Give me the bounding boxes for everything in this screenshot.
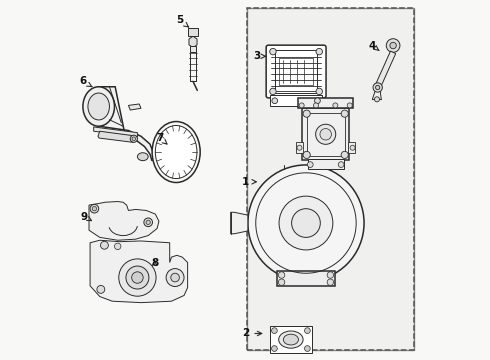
Bar — [247, 8, 414, 350]
Circle shape — [303, 110, 310, 117]
Circle shape — [341, 110, 348, 117]
Bar — [188, 28, 198, 36]
Circle shape — [299, 103, 304, 108]
Circle shape — [171, 273, 179, 282]
Circle shape — [320, 129, 331, 140]
Circle shape — [386, 39, 400, 52]
Circle shape — [327, 279, 334, 285]
Polygon shape — [128, 104, 141, 110]
Ellipse shape — [137, 153, 148, 161]
Bar — [270, 326, 312, 353]
Circle shape — [304, 346, 310, 351]
Text: 5: 5 — [176, 15, 189, 27]
Circle shape — [347, 103, 352, 108]
FancyBboxPatch shape — [266, 45, 326, 98]
Circle shape — [130, 135, 137, 142]
Circle shape — [90, 204, 98, 213]
Ellipse shape — [152, 122, 200, 183]
Bar — [247, 8, 414, 350]
Text: 7: 7 — [156, 133, 167, 144]
Circle shape — [338, 162, 344, 167]
Circle shape — [270, 48, 276, 55]
Circle shape — [278, 279, 285, 285]
Polygon shape — [98, 87, 155, 160]
Circle shape — [100, 241, 108, 249]
Circle shape — [316, 124, 336, 144]
Polygon shape — [375, 51, 396, 88]
Circle shape — [375, 85, 380, 90]
Circle shape — [316, 88, 322, 95]
Circle shape — [248, 165, 364, 281]
Bar — [308, 159, 343, 169]
Circle shape — [144, 218, 152, 226]
Circle shape — [146, 220, 150, 225]
Circle shape — [272, 98, 278, 104]
Circle shape — [271, 346, 277, 351]
Ellipse shape — [88, 93, 109, 120]
Circle shape — [270, 88, 276, 95]
Bar — [275, 50, 318, 93]
Circle shape — [316, 48, 322, 55]
Ellipse shape — [83, 87, 115, 126]
Circle shape — [315, 98, 320, 104]
Circle shape — [303, 151, 310, 158]
Circle shape — [97, 285, 105, 293]
Polygon shape — [231, 212, 248, 234]
Bar — [298, 98, 353, 108]
Circle shape — [126, 266, 149, 289]
Ellipse shape — [155, 126, 197, 179]
Circle shape — [279, 196, 333, 250]
Circle shape — [278, 272, 285, 278]
Text: 2: 2 — [242, 328, 262, 338]
Bar — [302, 108, 349, 160]
Circle shape — [271, 328, 277, 333]
Circle shape — [333, 103, 338, 108]
Circle shape — [314, 103, 318, 108]
Circle shape — [373, 83, 382, 92]
Polygon shape — [90, 240, 188, 303]
Circle shape — [390, 42, 396, 49]
Circle shape — [304, 328, 310, 333]
Text: 9: 9 — [81, 212, 92, 221]
Polygon shape — [89, 202, 159, 240]
Bar — [277, 271, 335, 286]
Ellipse shape — [283, 334, 298, 345]
Circle shape — [327, 272, 334, 278]
Bar — [191, 46, 196, 52]
Bar — [279, 58, 313, 85]
Polygon shape — [98, 131, 133, 142]
Circle shape — [341, 151, 348, 158]
Circle shape — [119, 259, 156, 296]
Text: 1: 1 — [242, 177, 256, 187]
Ellipse shape — [279, 331, 303, 348]
Circle shape — [307, 162, 313, 167]
Bar — [270, 95, 322, 107]
Circle shape — [115, 243, 121, 249]
Polygon shape — [189, 36, 197, 48]
Bar — [307, 113, 344, 156]
Bar — [348, 142, 355, 153]
Circle shape — [374, 97, 379, 102]
Circle shape — [92, 207, 97, 211]
Circle shape — [297, 145, 302, 150]
Text: 4: 4 — [368, 41, 379, 50]
Circle shape — [350, 145, 355, 150]
Circle shape — [132, 272, 143, 283]
Circle shape — [166, 269, 184, 287]
Text: 8: 8 — [151, 258, 158, 268]
Bar — [296, 142, 303, 153]
Text: 3: 3 — [253, 51, 266, 61]
Circle shape — [132, 137, 136, 140]
Text: 6: 6 — [79, 76, 92, 87]
Circle shape — [292, 209, 320, 237]
Polygon shape — [94, 127, 137, 137]
